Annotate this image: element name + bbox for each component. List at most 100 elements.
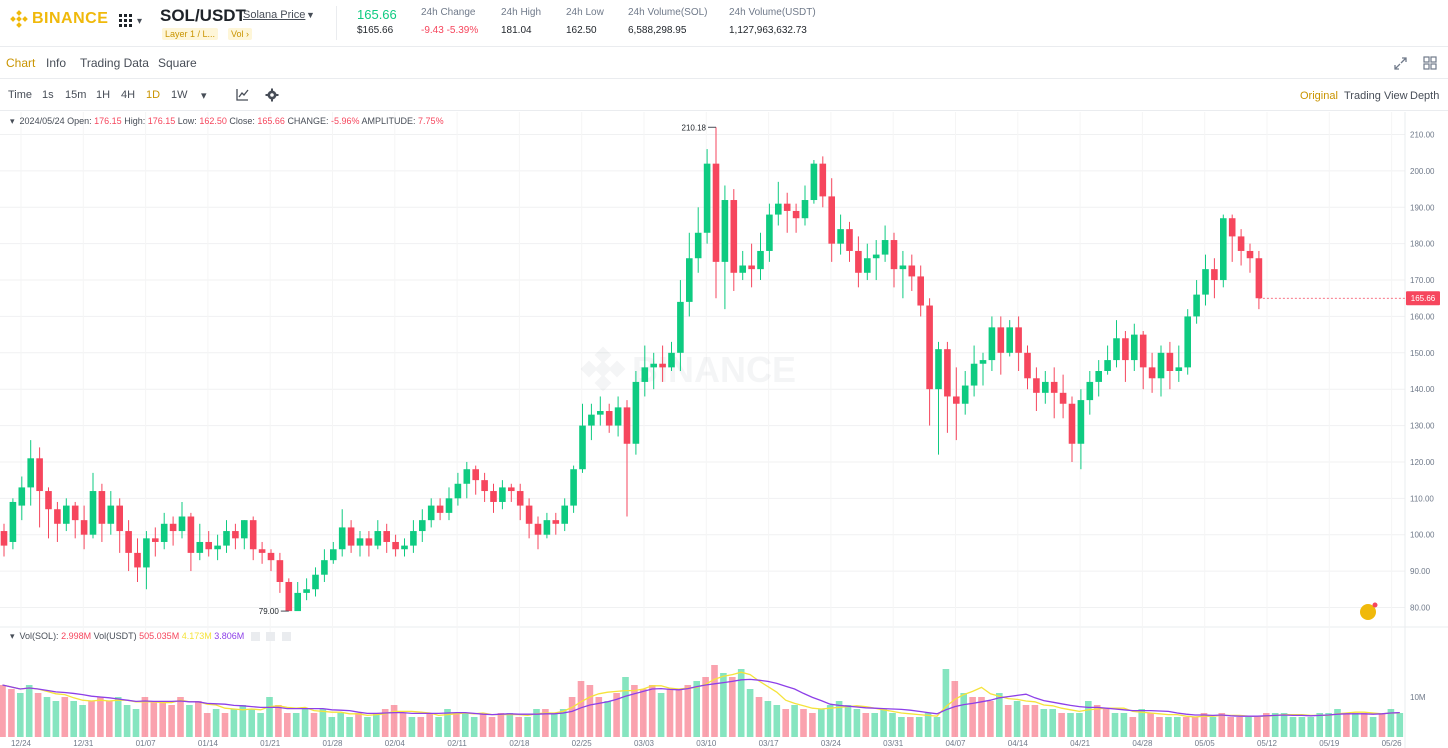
stat-24h-low: 24h Low 162.50 [566, 7, 604, 36]
candle-body [846, 229, 853, 251]
candle-body [543, 520, 551, 535]
stat-label: 24h Change [421, 7, 476, 18]
candle-body [356, 538, 364, 546]
candle-body [1104, 360, 1111, 371]
volume-bar [8, 689, 15, 737]
candle-body [1077, 400, 1085, 444]
volume-bar [328, 717, 336, 737]
candle-body [258, 549, 266, 553]
candle-body [427, 505, 435, 521]
interval-1w[interactable]: 1W [171, 89, 188, 101]
candle-body [9, 501, 17, 542]
volume-bar [497, 713, 505, 737]
candle-body [187, 516, 195, 553]
candle-body [686, 258, 693, 302]
volume-bar [239, 705, 247, 737]
category-tag[interactable]: Layer 1 / L... [162, 28, 219, 40]
candle-body [401, 545, 408, 550]
interval-1s[interactable]: 1s [42, 89, 54, 101]
volume-bar [275, 705, 282, 737]
candle-body [1211, 269, 1218, 281]
volume-bar [266, 697, 273, 737]
pair-dropdown-icon[interactable]: ▼ [306, 10, 315, 20]
candle-body [490, 491, 497, 502]
ohlc-date: 2024/05/24 [19, 116, 65, 126]
interval-1d[interactable]: 1D [146, 89, 161, 101]
volume-bar [1352, 713, 1359, 737]
volume-bar [782, 709, 789, 737]
tab-info[interactable]: Info [46, 56, 67, 70]
volume-bar [462, 713, 469, 737]
solana-price-link[interactable]: Solana Price [243, 9, 306, 21]
time-tick-label: 12/24 [11, 739, 32, 748]
interval-4h[interactable]: 4H [121, 89, 136, 101]
interval-time[interactable]: Time [8, 89, 33, 101]
volume-bar [292, 713, 300, 737]
candle-body [1166, 352, 1174, 371]
candle-body [80, 520, 88, 535]
collapse-caret-icon[interactable]: ▾ [10, 116, 15, 126]
candle-body [614, 407, 622, 426]
volume-bar [595, 697, 603, 737]
time-tick-label: 03/24 [821, 739, 842, 748]
vol-settings-icon[interactable] [250, 632, 260, 642]
layout-grid-icon[interactable] [1423, 56, 1437, 70]
volume-bar [711, 665, 718, 737]
trading-pair[interactable]: SOL/USDT [160, 6, 246, 25]
tab-chart[interactable]: Chart [6, 56, 36, 70]
price-tick-label: 100.00 [1410, 531, 1435, 540]
stat-24h-volume-sol: 24h Volume(SOL) 6,588,298.95 [628, 7, 708, 36]
fullscreen-icon[interactable] [1394, 57, 1407, 70]
candle-body [766, 214, 773, 251]
volume-bar [915, 717, 923, 737]
volume-bar [960, 693, 967, 737]
volume-bar [1049, 709, 1056, 737]
candle-body [579, 425, 586, 470]
vol-toggle-icon[interactable] [266, 632, 276, 642]
apps-menu[interactable]: ▾ [119, 14, 142, 28]
candle-body [330, 549, 337, 561]
collapse-caret-icon[interactable]: ▾ [10, 631, 15, 641]
candle-body [1015, 327, 1022, 353]
volume-bar [0, 685, 6, 737]
volume-bar [141, 697, 149, 737]
close-value: 165.66 [257, 116, 285, 126]
volume-bar [737, 669, 745, 737]
volume-bar [1369, 717, 1377, 737]
tab-trading-data[interactable]: Trading Data [80, 56, 149, 70]
volume-bar [470, 717, 478, 737]
indicators-icon[interactable] [236, 88, 249, 101]
interval-more-caret-icon[interactable]: ▾ [201, 90, 207, 102]
volume-bar [648, 685, 656, 737]
interval-15m[interactable]: 15m [65, 89, 87, 101]
volume-bar [1102, 709, 1110, 737]
volume-bar [729, 677, 736, 737]
view-trading-view[interactable]: Trading View [1344, 90, 1408, 102]
view-original[interactable]: Original [1300, 90, 1338, 102]
interval-1h[interactable]: 1H [96, 89, 111, 101]
binance-logo[interactable]: BINANCE [10, 10, 108, 28]
volume-bar [1147, 713, 1154, 737]
vol-tag[interactable]: Vol › [228, 28, 253, 40]
stat-label: 24h Volume(USDT) [729, 7, 816, 18]
volume-bar [52, 701, 60, 737]
volume-bar [1129, 717, 1137, 737]
candle-body [392, 541, 399, 550]
volume-layer: 10M [0, 665, 1426, 737]
volume-bar [551, 713, 558, 737]
vol-close-icon[interactable] [281, 632, 291, 642]
time-tick-label: 01/14 [198, 739, 219, 748]
candle-body [864, 258, 871, 273]
candle-body [241, 520, 248, 539]
view-depth[interactable]: Depth [1410, 90, 1440, 102]
candle-body [641, 367, 649, 382]
volume-bar [79, 705, 86, 737]
volume-bar [1200, 713, 1208, 737]
candlestick-chart[interactable]: BINANCE 210.00 200.00 190.00 180.00 170.00 16… [0, 112, 1448, 748]
candle-body [632, 381, 640, 444]
settings-gear-icon[interactable] [265, 88, 279, 102]
tab-square[interactable]: Square [158, 56, 197, 70]
volume-bar [1004, 705, 1012, 737]
candle-body [54, 509, 61, 524]
volume-bar [25, 685, 33, 737]
